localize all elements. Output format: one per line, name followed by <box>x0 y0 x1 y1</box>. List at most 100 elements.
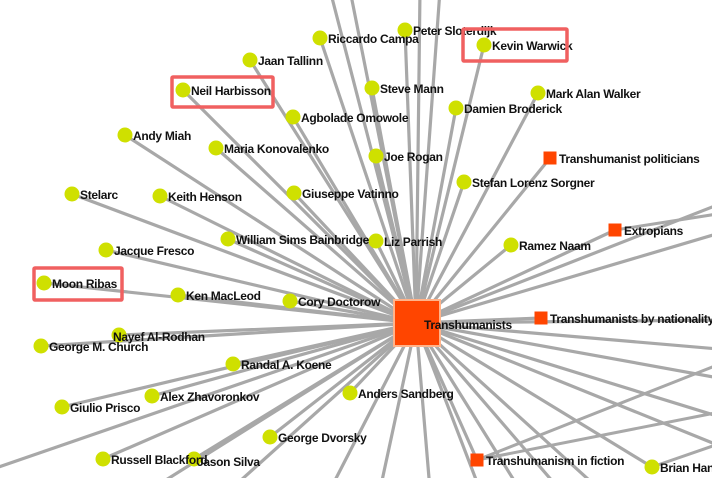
label-ramez-naam: Ramez Naam <box>519 239 591 253</box>
edge-offscreen <box>0 321 418 469</box>
graph-highlights <box>32 27 569 302</box>
label-giulio-prisco: Giulio Prisco <box>70 401 140 415</box>
label-brian-han: Brian Han <box>660 461 712 475</box>
edge-offscreen <box>414 321 478 478</box>
edge-extropians-out <box>614 213 712 232</box>
node-nayef-al-rodhan[interactable] <box>111 327 127 343</box>
node-agbolade-omowole[interactable] <box>285 109 301 125</box>
edge-mark-alan-walker <box>414 91 540 325</box>
edge-offscreen <box>240 321 418 478</box>
label-agbolade-omowole: Agbolade Omowole <box>301 111 409 125</box>
node-william-sims-bainbridge[interactable] <box>220 231 236 247</box>
node-maria-konovalenko[interactable] <box>208 140 224 156</box>
node-russell-blackford[interactable] <box>95 451 111 467</box>
category-node-transhumanists-by-nationality[interactable] <box>534 311 548 325</box>
edge-offscreen <box>414 321 515 478</box>
label-jacque-fresco: Jacque Fresco <box>114 244 194 258</box>
label-steve-mann: Steve Mann <box>380 82 444 96</box>
graph-nodes <box>33 22 660 475</box>
node-jacque-fresco[interactable] <box>98 242 114 258</box>
edge-offscreen <box>414 321 712 445</box>
edge-stelarc <box>70 192 418 325</box>
label-giuseppe-vatinno: Giuseppe Vatinno <box>302 187 399 201</box>
label-mark-alan-walker: Mark Alan Walker <box>546 87 641 101</box>
center-node-transhumanists[interactable] <box>393 299 441 347</box>
edge-offscreen <box>414 205 712 325</box>
node-mark-alan-walker[interactable] <box>530 85 546 101</box>
edge-offscreen <box>334 321 418 478</box>
edge-offscreen <box>414 318 712 325</box>
node-giuseppe-vatinno[interactable] <box>286 185 302 201</box>
node-damien-broderick[interactable] <box>448 100 464 116</box>
edge-offscreen <box>414 0 422 325</box>
category-node-transhumanism-in-fiction[interactable] <box>470 453 484 467</box>
edge-offscreen <box>380 321 418 478</box>
edge-offscreen <box>414 321 712 417</box>
node-alex-zhavoronkov[interactable] <box>144 388 160 404</box>
edge-offscreen <box>414 321 712 351</box>
node-steve-mann[interactable] <box>364 80 380 96</box>
edge-peter-sloterdijk <box>403 28 418 325</box>
node-riccardo-campa[interactable] <box>312 30 328 46</box>
node-jason-silva[interactable] <box>186 451 202 467</box>
category-node-transhumanist-politicians[interactable] <box>543 151 557 165</box>
node-cory-doctorow[interactable] <box>282 293 298 309</box>
node-ramez-naam[interactable] <box>503 237 519 253</box>
node-neil-harbisson[interactable] <box>175 82 191 98</box>
node-jaan-tallinn[interactable] <box>242 52 258 68</box>
label-russell-blackford: Russell Blackford <box>111 453 207 467</box>
edge-agbolade-omowole <box>291 115 418 325</box>
category-label-transhumanist-politicians: Transhumanist politicians <box>559 152 700 166</box>
edge-category <box>414 228 617 325</box>
label-joe-rogan: Joe Rogan <box>384 150 443 164</box>
node-stefan-lorenz-sorgner[interactable] <box>456 174 472 190</box>
label-ken-macleod: Ken MacLeod <box>186 289 261 303</box>
highlight-box-moon-ribas <box>32 266 124 302</box>
center-label: Transhumanists <box>424 318 512 332</box>
node-randal-a-koene[interactable] <box>225 356 241 372</box>
node-giulio-prisco[interactable] <box>54 399 70 415</box>
node-kevin-warwick[interactable] <box>476 37 492 53</box>
node-anders-sandberg[interactable] <box>342 385 358 401</box>
category-node-extropians[interactable] <box>608 223 622 237</box>
edge-fiction-out <box>476 412 712 462</box>
edge-russell-blackford <box>101 321 418 461</box>
node-george-dvorsky[interactable] <box>262 429 278 445</box>
edge-brian-out <box>651 444 712 469</box>
node-peter-sloterdijk[interactable] <box>397 22 413 38</box>
edge-jacque-fresco <box>104 248 418 325</box>
label-anders-sandberg: Anders Sandberg <box>358 387 454 401</box>
edge-keith-henson <box>158 194 418 325</box>
node-keith-henson[interactable] <box>152 188 168 204</box>
label-liz-parrish: Liz Parrish <box>384 235 442 249</box>
edge-george-dvorsky <box>268 321 418 439</box>
edge-alex-zhavoronkov <box>150 321 418 398</box>
node-liz-parrish[interactable] <box>368 233 384 249</box>
label-randal-a-koene: Randal A. Koene <box>241 358 332 372</box>
label-stefan-lorenz-sorgner: Stefan Lorenz Sorgner <box>472 176 595 190</box>
label-jason-silva: Jason Silva <box>197 455 260 469</box>
node-george-m-church[interactable] <box>33 338 49 354</box>
label-william-sims-bainbridge: William Sims Bainbridge <box>236 233 370 247</box>
node-stelarc[interactable] <box>64 186 80 202</box>
node-joe-rogan[interactable] <box>368 148 384 164</box>
edge-george-m-church <box>39 321 418 348</box>
label-alex-zhavoronkov: Alex Zhavoronkov <box>160 390 260 404</box>
edge-kevin-warwick <box>414 43 486 325</box>
node-ken-macleod[interactable] <box>170 287 186 303</box>
label-neil-harbisson: Neil Harbisson <box>191 84 271 98</box>
label-nayef-al-rodhan: Nayef Al-Rodhan <box>113 330 205 344</box>
edge-damien-broderick <box>414 106 458 325</box>
node-brian-han[interactable] <box>644 459 660 475</box>
edge-brian-han <box>414 321 654 469</box>
edge-andy-miah <box>123 133 418 325</box>
node-andy-miah[interactable] <box>117 127 133 143</box>
edge-offscreen <box>414 321 552 478</box>
category-label-transhumanists-by-nationality: Transhumanists by nationality <box>550 312 712 326</box>
node-moon-ribas[interactable] <box>36 275 52 291</box>
label-keith-henson: Keith Henson <box>168 190 242 204</box>
label-jaan-tallinn: Jaan Tallinn <box>258 54 323 68</box>
